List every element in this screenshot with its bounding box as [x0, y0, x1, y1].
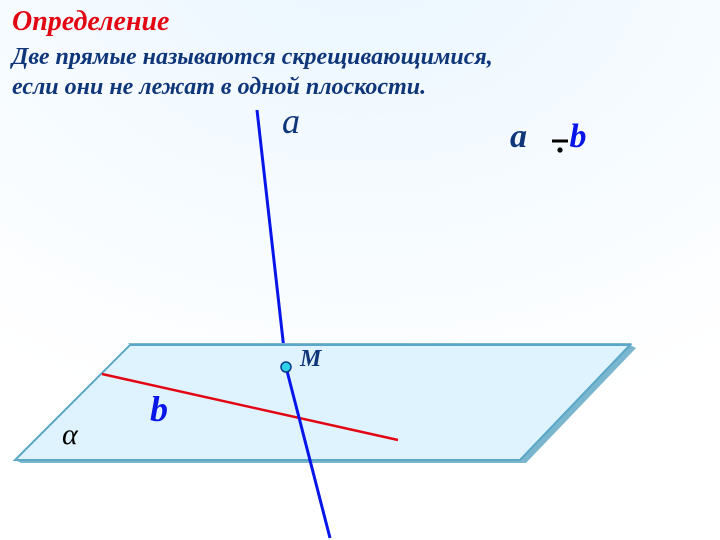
notation-a: a: [510, 118, 527, 155]
notation-symbol-gap: [536, 118, 562, 155]
label-point-m: М: [300, 346, 321, 373]
label-line-a: a: [282, 100, 300, 142]
line-a-back: [257, 110, 286, 367]
point-m: [281, 362, 291, 372]
label-line-b: b: [150, 388, 168, 430]
definition-line-2: если они не лежат в одной плоскости.: [12, 74, 426, 101]
label-plane-alpha: α: [62, 418, 78, 452]
notation-b: b: [570, 118, 587, 155]
skew-notation: a b: [510, 118, 587, 156]
definition-line-1: Две прямые называются скрещивающимися,: [12, 44, 493, 71]
plane-alpha: [15, 345, 630, 460]
title-definition: Определение: [12, 6, 170, 38]
